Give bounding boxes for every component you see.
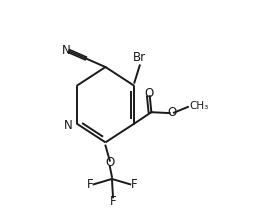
Text: CH₃: CH₃	[189, 101, 209, 111]
Text: O: O	[145, 87, 154, 100]
Text: N: N	[62, 44, 71, 56]
Text: F: F	[86, 178, 93, 191]
Text: O: O	[167, 106, 177, 119]
Text: F: F	[110, 196, 116, 208]
Text: F: F	[131, 178, 137, 191]
Text: O: O	[105, 156, 114, 169]
Text: N: N	[64, 119, 73, 132]
Text: Br: Br	[133, 51, 146, 64]
